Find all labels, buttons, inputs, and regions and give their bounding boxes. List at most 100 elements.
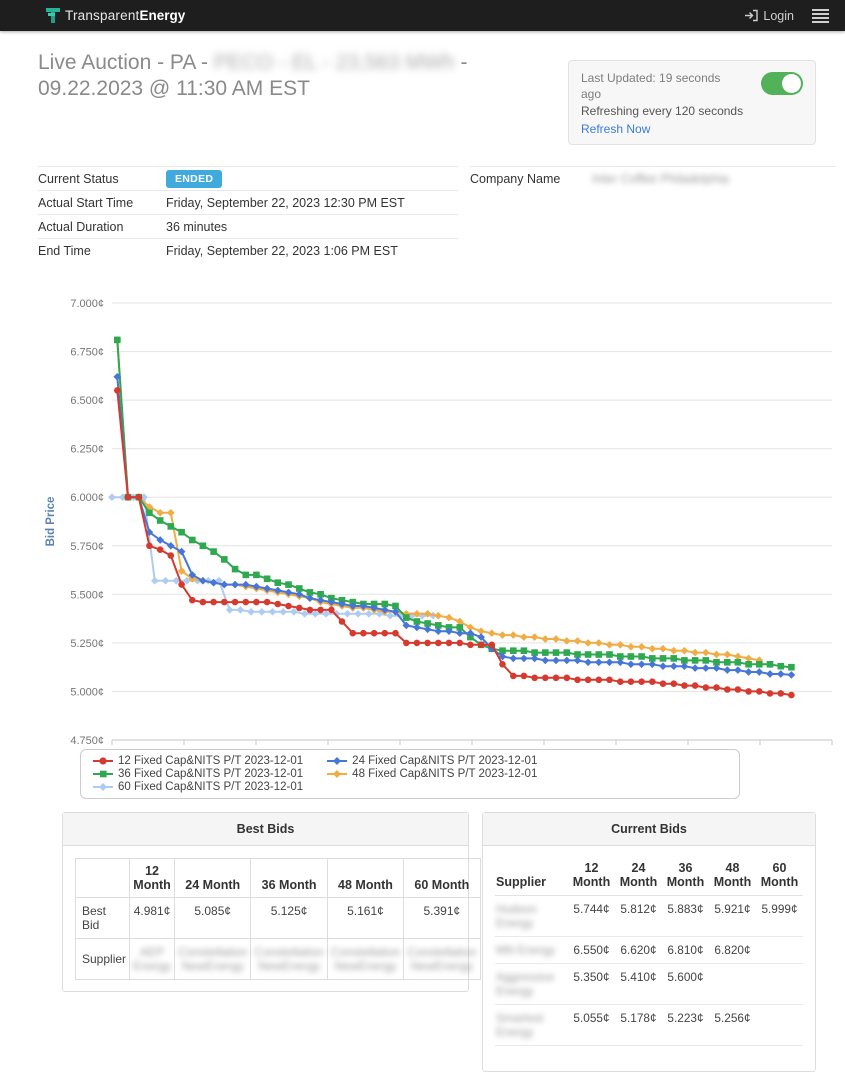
supplier-24: Constellation NewEnergy — [174, 938, 252, 980]
best-bid-12: 4.981¢ — [129, 897, 176, 939]
best-bids-table: 12 Month 24 Month 36 Month 48 Month 60 M… — [74, 858, 481, 980]
current-bids-card: Current Bids Supplier 12 Month 24 Month … — [482, 812, 816, 1072]
bid-cell: 6.810¢ — [661, 936, 709, 964]
bid-cell: 5.178¢ — [614, 1004, 662, 1046]
supplier-36: Constellation NewEnergy — [250, 938, 328, 980]
chart-legend: 12 Fixed Cap&NITS P/T 2023-12-01 24 Fixed… — [80, 749, 740, 799]
status-row-start-time: Actual Start Time Friday, September 22, … — [38, 190, 458, 214]
brand-logo-icon — [46, 7, 61, 24]
legend-marker-icon — [327, 757, 348, 765]
status-row-end-time: End Time Friday, September 22, 2023 1:06… — [38, 238, 458, 262]
legend-label: 36 Fixed Cap&NITS P/T 2023-12-01 — [118, 768, 304, 780]
svg-text:5.000¢: 5.000¢ — [70, 686, 104, 698]
svg-text:6.750¢: 6.750¢ — [70, 347, 104, 359]
svg-text:6.000¢: 6.000¢ — [70, 492, 104, 504]
legend-marker-icon — [93, 783, 113, 791]
col-header-12-month: 12 Month — [567, 858, 615, 896]
bid-cell: 5.410¢ — [614, 963, 662, 1005]
company-name-row: Company Name Inter Coffee Philadelphia — [470, 166, 836, 190]
supplier-name: Aggressive Energy — [496, 970, 555, 998]
supplier-name: Smartest Energy — [496, 1011, 544, 1039]
bid-cell: 6.550¢ — [567, 936, 615, 964]
col-header-supplier: Supplier — [495, 858, 568, 896]
bid-cell: 5.223¢ — [661, 1004, 709, 1046]
login-icon — [745, 9, 759, 22]
brand-name-bold: Energy — [139, 7, 186, 23]
bid-cell — [755, 963, 803, 1005]
best-bid-60: 5.391¢ — [403, 897, 481, 939]
status-label: Actual Start Time — [38, 195, 134, 210]
supplier-row: Supplier AEP Energy Constellation NewEne… — [74, 938, 481, 980]
refresh-now-link[interactable]: Refresh Now — [581, 122, 651, 136]
status-row-duration: Actual Duration 36 minutes — [38, 214, 458, 238]
col-header-empty — [74, 858, 131, 898]
legend-item: 60 Fixed Cap&NITS P/T 2023-12-01 — [93, 781, 303, 793]
bid-cell — [755, 1004, 803, 1046]
status-value: 36 minutes — [166, 219, 228, 234]
menu-icon[interactable] — [810, 6, 831, 26]
bid-cell: 5.350¢ — [567, 963, 615, 1005]
bid-cell: 5.921¢ — [708, 895, 756, 937]
status-label: End Time — [38, 243, 91, 258]
legend-label: 60 Fixed Cap&NITS P/T 2023-12-01 — [118, 781, 304, 793]
auction-status-table: Current Status ENDED Actual Start Time F… — [38, 166, 458, 262]
svg-text:4.750¢: 4.750¢ — [70, 735, 104, 747]
login-button[interactable]: Login — [744, 9, 794, 23]
best-bid-24: 5.085¢ — [174, 897, 252, 939]
refresh-interval-text: Refreshing every 120 seconds — [581, 104, 744, 118]
bid-cell: 5.600¢ — [661, 963, 709, 1005]
status-label: Current Status — [38, 171, 119, 186]
status-value: Friday, September 22, 2023 1:06 PM EST — [166, 243, 398, 258]
current-bid-row: MN Energy 6.550¢ 6.620¢ 6.810¢ 6.820¢ — [495, 936, 803, 964]
supplier-name: Hudson Energy — [496, 902, 537, 930]
legend-label: 12 Fixed Cap&NITS P/T 2023-12-01 — [118, 755, 304, 767]
login-label: Login — [763, 8, 794, 23]
current-bid-row: Hudson Energy 5.744¢ 5.812¢ 5.883¢ 5.921… — [495, 895, 803, 937]
bid-cell: 5.256¢ — [708, 1004, 756, 1046]
supplier-48: Constellation NewEnergy — [326, 938, 405, 980]
row-label-supplier: Supplier — [74, 938, 131, 980]
status-badge: ENDED — [166, 169, 223, 188]
col-header-48-month: 48 Month — [326, 858, 405, 898]
best-bid-36: 5.125¢ — [250, 897, 328, 939]
svg-text:6.250¢: 6.250¢ — [70, 444, 104, 456]
legend-item: 24 Fixed Cap&NITS P/T 2023-12-01 — [327, 755, 537, 767]
svg-text:7.000¢: 7.000¢ — [70, 298, 104, 310]
col-header-60-month: 60 Month — [755, 858, 803, 896]
svg-text:5.500¢: 5.500¢ — [70, 589, 104, 601]
toggle-knob — [782, 74, 801, 93]
legend-marker-icon — [93, 757, 113, 765]
col-header-12-month: 12 Month — [129, 858, 176, 898]
current-bids-table: Supplier 12 Month 24 Month 36 Month 48 M… — [495, 858, 803, 1046]
bid-cell: 5.999¢ — [755, 895, 803, 937]
brand-logo[interactable]: TransparentEnergy — [46, 7, 185, 25]
row-label-best-bid: Best Bid — [74, 897, 131, 939]
bid-cell: 5.812¢ — [614, 895, 662, 937]
title-redacted-segment: PECO - EL - 23,563 MWh — [213, 51, 455, 74]
supplier-name: MN Energy — [496, 943, 556, 957]
bid-cell: 6.620¢ — [614, 936, 662, 964]
refresh-panel: Last Updated: 19 seconds ago Refreshing … — [568, 60, 816, 145]
bid-cell: 6.820¢ — [708, 936, 756, 964]
status-value: Friday, September 22, 2023 12:30 PM EST — [166, 195, 405, 210]
auto-refresh-toggle[interactable] — [761, 72, 803, 95]
bid-cell: 5.055¢ — [567, 1004, 615, 1046]
legend-item: 12 Fixed Cap&NITS P/T 2023-12-01 — [93, 755, 303, 767]
col-header-60-month: 60 Month — [403, 858, 481, 898]
best-bid-48: 5.161¢ — [326, 897, 405, 939]
legend-label: 48 Fixed Cap&NITS P/T 2023-12-01 — [352, 768, 538, 780]
company-name-value: Inter Coffee Philadelphia — [592, 171, 729, 186]
bid-cell — [755, 936, 803, 964]
svg-text:5.250¢: 5.250¢ — [70, 638, 104, 650]
legend-label: 24 Fixed Cap&NITS P/T 2023-12-01 — [352, 755, 538, 767]
svg-text:6.500¢: 6.500¢ — [70, 395, 104, 407]
col-header-36-month: 36 Month — [250, 858, 328, 898]
best-bids-header-row: 12 Month 24 Month 36 Month 48 Month 60 M… — [74, 858, 481, 898]
top-navbar: TransparentEnergy Login — [0, 0, 845, 31]
best-bids-title: Best Bids — [63, 813, 468, 846]
page-title: Live Auction - PA - PECO - EL - 23,563 M… — [38, 51, 468, 100]
legend-item: 36 Fixed Cap&NITS P/T 2023-12-01 — [93, 768, 303, 780]
current-bids-title: Current Bids — [483, 813, 815, 846]
legend-marker-icon — [327, 770, 348, 778]
svg-text:Bid Price: Bid Price — [45, 497, 57, 547]
